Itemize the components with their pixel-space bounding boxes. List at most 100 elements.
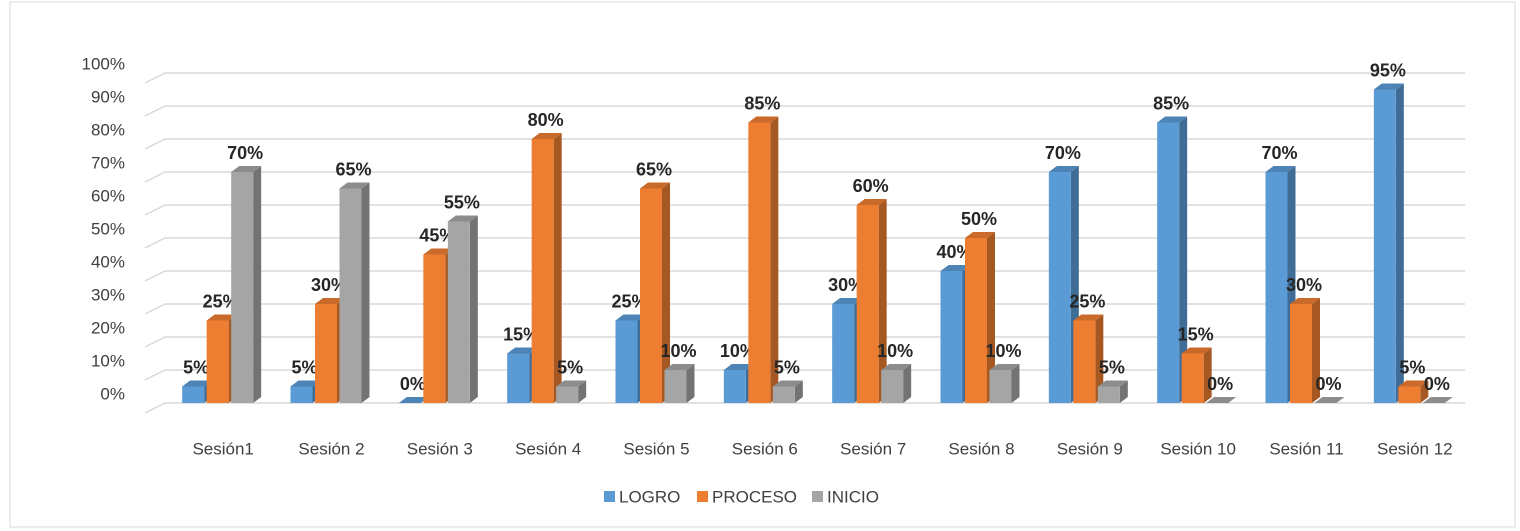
bar-top [723,364,754,370]
value-label: 0% [1315,374,1341,394]
bar [965,232,995,403]
value-label: 30% [1286,275,1322,295]
bar [1073,314,1104,403]
bar-front [339,188,362,403]
value-label: 10% [720,341,756,361]
bar-top [772,380,803,387]
legend-swatch [812,491,823,502]
bar-side [253,166,262,403]
y-tick-label: 40% [91,252,125,271]
bar [989,364,1020,403]
value-label: 40% [936,242,972,262]
bar [447,215,478,403]
grid-line [144,138,1465,150]
value-label: 5% [1399,357,1425,377]
bar [1206,397,1237,403]
bar-front [881,370,904,403]
y-tick-label: 20% [91,318,125,337]
x-tick-label: Sesión 2 [298,439,364,458]
x-tick-label: Sesión 12 [1377,439,1453,458]
bar [1398,380,1429,403]
bar-front [748,122,771,403]
value-label: 45% [419,225,455,245]
bar-side [878,199,887,403]
x-tick-label: Sesión 5 [623,439,689,458]
bar-top [748,116,779,123]
bar-top [315,298,345,304]
bar-front [1048,172,1071,403]
grid-line [144,105,1465,117]
bar-side [1395,83,1404,403]
bar-side [686,364,695,403]
bar-top [290,380,321,387]
bar-front [531,139,554,403]
bar-front [556,386,579,403]
value-label: 10% [877,341,913,361]
value-label: 10% [985,341,1021,361]
y-tick-label: 50% [91,219,125,238]
value-label: 65% [335,159,371,179]
x-tick-label: Sesión 7 [840,439,906,458]
bar-top [1206,397,1237,403]
y-tick-label: 100% [82,54,125,73]
bar-side [1095,314,1104,403]
value-label: 95% [1370,60,1406,80]
x-tick-label: Sesión 3 [407,439,473,458]
bar-front [423,254,446,403]
grid-line [144,303,1465,315]
bar-top [339,182,370,189]
bar-top [832,298,863,304]
bar [772,380,803,403]
bar-front [856,205,879,403]
bar-top [1097,380,1128,387]
value-label: 65% [636,159,672,179]
bar [1314,397,1345,403]
bar-top [640,182,670,189]
grid-line [144,402,1465,414]
bar-top [423,248,454,255]
bar-top [1181,347,1212,354]
bar-top [615,314,646,321]
bar [339,182,370,403]
y-tick-label: 0% [100,384,125,403]
value-label: 5% [774,357,800,377]
bar [531,133,562,403]
bar-front [832,304,855,403]
bar-top [556,380,587,387]
grid-line [144,237,1465,249]
bar-top [940,265,971,271]
bar [398,397,429,403]
bar [1290,298,1320,403]
bar-side [553,133,562,403]
bar-side [987,232,995,403]
grid-line [144,171,1465,183]
value-label: 15% [503,324,539,344]
value-label: 5% [1099,357,1125,377]
bar-front [965,238,987,403]
bar [664,364,695,403]
bar [640,182,670,403]
legend-label: LOGRO [619,487,680,506]
y-tick-label: 10% [91,351,125,370]
bar-front [315,304,337,403]
value-label: 25% [1069,291,1105,311]
bar-top [398,397,429,403]
bar-front [1073,320,1096,403]
bar-front [1373,89,1396,403]
x-tick-label: Sesión 6 [732,439,798,458]
legend-swatch [697,491,708,502]
x-tick-label: Sesión 4 [515,439,581,458]
bar-front [723,370,746,403]
value-label: 55% [444,192,480,212]
value-label: 0% [1424,374,1450,394]
value-label: 70% [227,143,263,163]
grid-line [144,336,1465,348]
bar-side [578,380,587,403]
bar-front [206,320,229,403]
bar-top [989,364,1020,370]
bar-front [1265,172,1288,403]
value-label: 50% [961,209,997,229]
bar-side [1011,364,1020,403]
bar-front [507,353,530,403]
